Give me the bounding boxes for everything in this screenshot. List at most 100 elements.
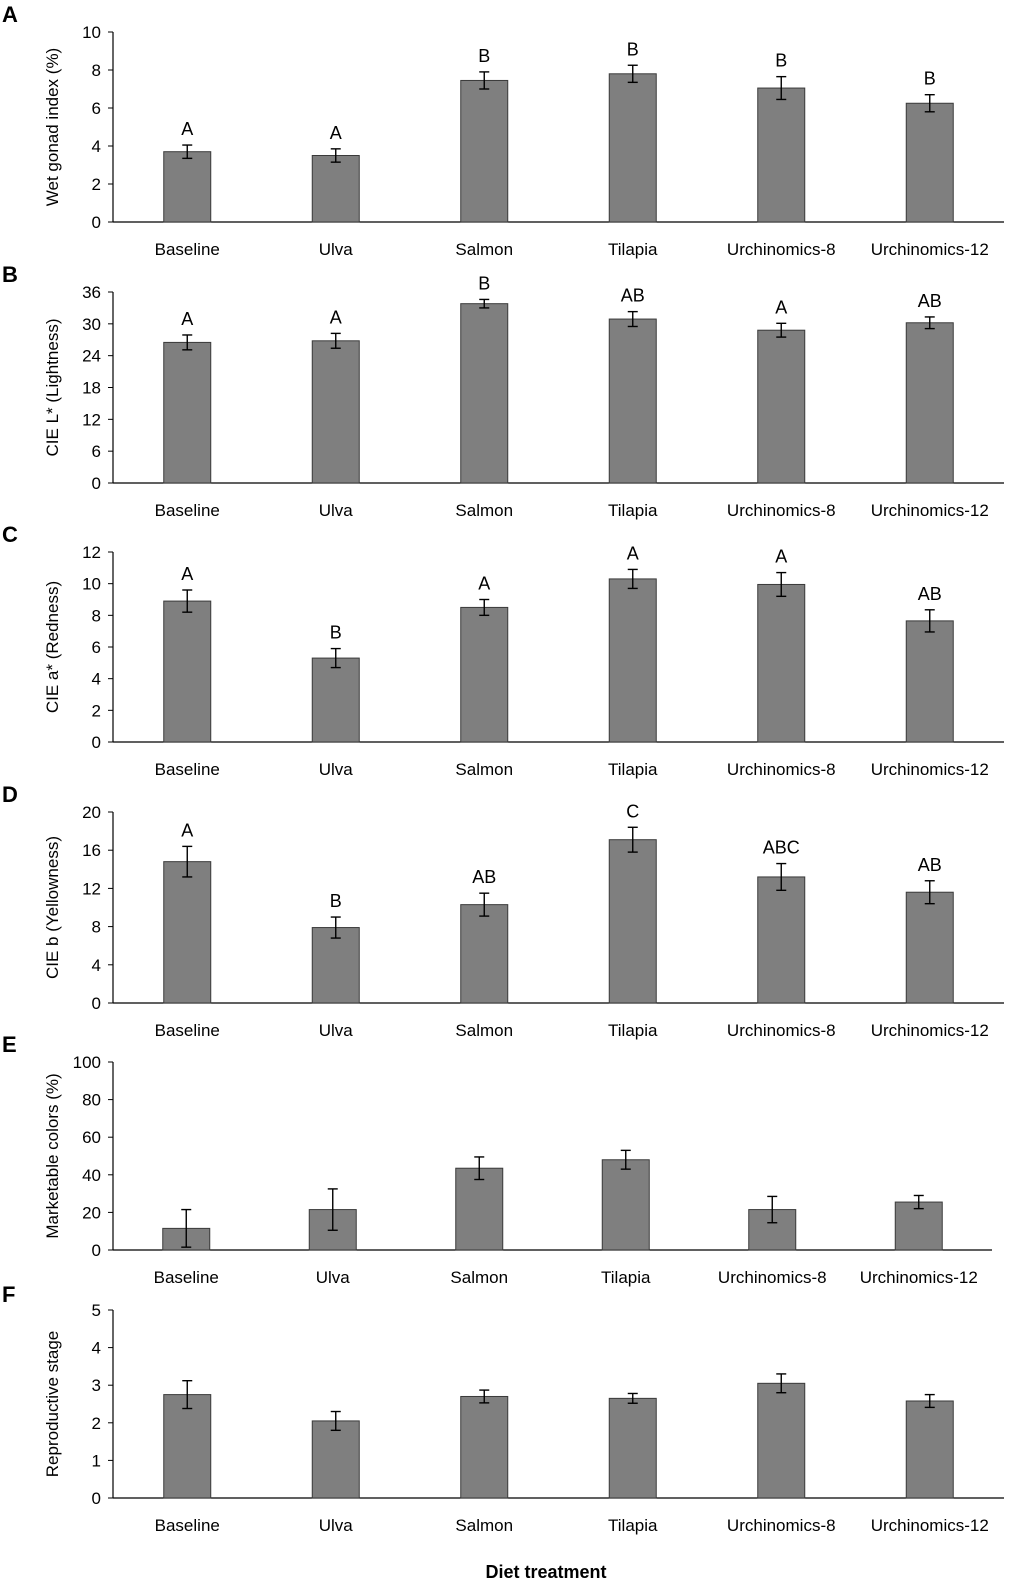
bar-f-2	[460, 1395, 509, 1499]
significance-letter-d-0: A	[181, 820, 193, 840]
significance-letter-c-1: B	[330, 623, 342, 643]
y-axis-label-a: Wet gonad index (%)	[43, 48, 62, 206]
category-label-f-3: Tilapia	[608, 1516, 658, 1535]
y-tick-label-f-3: 3	[92, 1376, 101, 1395]
y-tick-label-b-3: 18	[82, 379, 101, 398]
bar-a-3	[608, 73, 657, 223]
bar-b-1	[311, 340, 360, 484]
y-tick-label-a-5: 10	[82, 23, 101, 42]
significance-letter-a-2: B	[478, 46, 490, 66]
y-tick-label-d-3: 12	[82, 879, 101, 898]
significance-letter-d-1: B	[330, 891, 342, 911]
y-tick-label-e-1: 20	[82, 1203, 101, 1222]
significance-letter-c-2: A	[478, 574, 490, 594]
category-label-c-5: Urchinomics-12	[871, 760, 989, 779]
significance-letter-b-0: A	[181, 309, 193, 329]
category-label-a-5: Urchinomics-12	[871, 240, 989, 259]
category-label-d-0: Baseline	[155, 1021, 220, 1040]
bar-b-4	[757, 329, 806, 484]
bar-c-4	[757, 583, 806, 743]
category-label-e-4: Urchinomics-8	[718, 1268, 827, 1287]
category-label-f-1: Ulva	[319, 1516, 354, 1535]
y-tick-label-e-3: 60	[82, 1128, 101, 1147]
significance-letter-c-5: AB	[918, 584, 942, 604]
y-tick-label-b-6: 36	[82, 283, 101, 302]
category-label-f-5: Urchinomics-12	[871, 1516, 989, 1535]
category-label-e-2: Salmon	[450, 1268, 508, 1287]
bar-c-5	[905, 620, 954, 743]
category-label-b-3: Tilapia	[608, 501, 658, 520]
category-label-f-2: Salmon	[455, 1516, 513, 1535]
significance-letter-a-1: A	[330, 123, 342, 143]
y-axis-label-e: Marketable colors (%)	[43, 1073, 62, 1238]
bar-f-0	[163, 1394, 212, 1499]
panel-letter-e: E	[2, 1032, 17, 1057]
bar-b-0	[163, 341, 212, 484]
significance-letter-d-4: ABC	[763, 838, 800, 858]
category-label-e-0: Baseline	[154, 1268, 219, 1287]
category-label-f-4: Urchinomics-8	[727, 1516, 836, 1535]
bar-d-5	[905, 891, 954, 1004]
category-label-d-1: Ulva	[319, 1021, 354, 1040]
y-tick-label-a-1: 2	[92, 175, 101, 194]
category-label-a-4: Urchinomics-8	[727, 240, 836, 259]
significance-letter-c-0: A	[181, 564, 193, 584]
category-label-b-0: Baseline	[155, 501, 220, 520]
category-label-c-3: Tilapia	[608, 760, 658, 779]
significance-letter-c-3: A	[627, 543, 639, 563]
category-label-d-2: Salmon	[455, 1021, 513, 1040]
bar-c-1	[311, 657, 360, 743]
y-tick-label-e-5: 100	[73, 1053, 101, 1072]
significance-letter-b-1: A	[330, 307, 342, 327]
y-tick-label-f-1: 1	[92, 1451, 101, 1470]
category-label-d-4: Urchinomics-8	[727, 1021, 836, 1040]
category-label-f-0: Baseline	[155, 1516, 220, 1535]
bar-a-4	[757, 87, 806, 223]
x-axis-title: Diet treatment	[485, 1562, 607, 1582]
bar-e-2	[455, 1167, 504, 1251]
category-label-e-3: Tilapia	[601, 1268, 651, 1287]
bar-b-2	[460, 303, 509, 484]
category-label-c-1: Ulva	[319, 760, 354, 779]
bar-c-0	[163, 600, 212, 743]
significance-letter-a-3: B	[627, 39, 639, 59]
bar-f-5	[905, 1400, 954, 1499]
category-label-c-4: Urchinomics-8	[727, 760, 836, 779]
panel-letter-f: F	[2, 1282, 16, 1307]
bar-d-3	[608, 839, 657, 1004]
category-label-a-1: Ulva	[319, 240, 354, 259]
y-tick-label-d-4: 16	[82, 841, 101, 860]
y-tick-label-b-1: 6	[92, 442, 101, 461]
bar-f-3	[608, 1397, 657, 1499]
y-tick-label-e-4: 80	[82, 1091, 101, 1110]
significance-letter-d-2: AB	[472, 867, 496, 887]
bar-b-3	[608, 318, 657, 484]
significance-letter-b-5: AB	[918, 291, 942, 311]
panel-letter-b: B	[2, 262, 18, 287]
category-label-b-5: Urchinomics-12	[871, 501, 989, 520]
y-tick-label-e-0: 0	[92, 1241, 101, 1260]
category-label-c-2: Salmon	[455, 760, 513, 779]
bar-d-0	[163, 861, 212, 1004]
panel-letter-a: A	[2, 2, 18, 27]
y-tick-label-e-2: 40	[82, 1166, 101, 1185]
significance-letter-b-3: AB	[621, 286, 645, 306]
category-label-a-0: Baseline	[155, 240, 220, 259]
bar-b-5	[905, 322, 954, 484]
y-tick-label-d-2: 8	[92, 918, 101, 937]
category-label-a-2: Salmon	[455, 240, 513, 259]
y-tick-label-a-2: 4	[92, 137, 101, 156]
significance-letter-a-4: B	[775, 51, 787, 71]
significance-letter-d-3: C	[626, 801, 639, 821]
y-tick-label-c-1: 2	[92, 701, 101, 720]
significance-letter-a-5: B	[924, 69, 936, 89]
y-tick-label-a-3: 6	[92, 99, 101, 118]
y-tick-label-c-3: 6	[92, 638, 101, 657]
bar-f-1	[311, 1420, 360, 1499]
significance-letter-c-4: A	[775, 547, 787, 567]
bar-a-5	[905, 102, 954, 223]
y-tick-label-d-1: 4	[92, 956, 101, 975]
significance-letter-d-5: AB	[918, 855, 942, 875]
category-label-b-2: Salmon	[455, 501, 513, 520]
